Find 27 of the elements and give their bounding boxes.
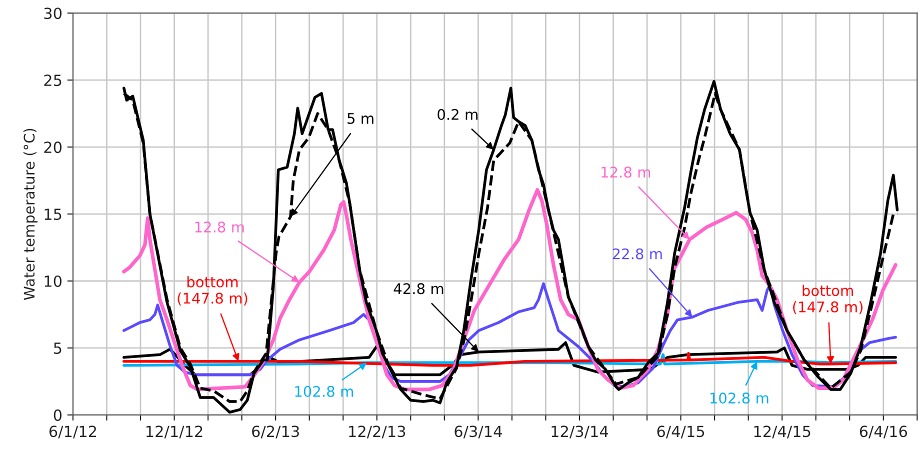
x-tick-label: 6/4/15: [657, 426, 704, 438]
y-tick-label: 10: [44, 275, 62, 288]
y-axis-title: Water temperature (°C): [23, 128, 38, 300]
x-tick-label: 12/2/13: [349, 426, 406, 438]
x-tick-label: 6/2/13: [252, 426, 299, 438]
x-tick-label: 6/4/16: [860, 426, 908, 438]
text: bottom (147.8 m): [793, 284, 863, 314]
text: bottom (147.8 m): [178, 276, 248, 306]
x-tick-label: 12/4/15: [754, 426, 810, 438]
y-tick-label: 5: [54, 342, 62, 354]
series-label: 0.2 m: [438, 108, 478, 120]
x-tick-label: 12/3/14: [552, 426, 608, 438]
text: 22.8 m: [612, 248, 662, 260]
x-tick-label: 6/1/12: [49, 426, 96, 438]
y-tick-label: 30: [44, 8, 62, 20]
y-tick-label: 15: [44, 208, 62, 220]
x-tick-label: 12/1/12: [146, 426, 202, 438]
x-tick-label: 6/3/14: [454, 426, 502, 438]
y-tick-label: 25: [44, 74, 62, 86]
series-label: 5 m: [348, 113, 374, 124]
text: 42.8 m: [394, 283, 444, 294]
y-tick-label: 0: [54, 409, 62, 421]
text: 102.8 m: [710, 392, 768, 404]
text: 12.8 m: [602, 166, 650, 178]
text: 12.8 m: [195, 222, 244, 233]
y-tick-label: 20: [44, 142, 62, 154]
legend-label: 102.8 m: [295, 386, 353, 397]
